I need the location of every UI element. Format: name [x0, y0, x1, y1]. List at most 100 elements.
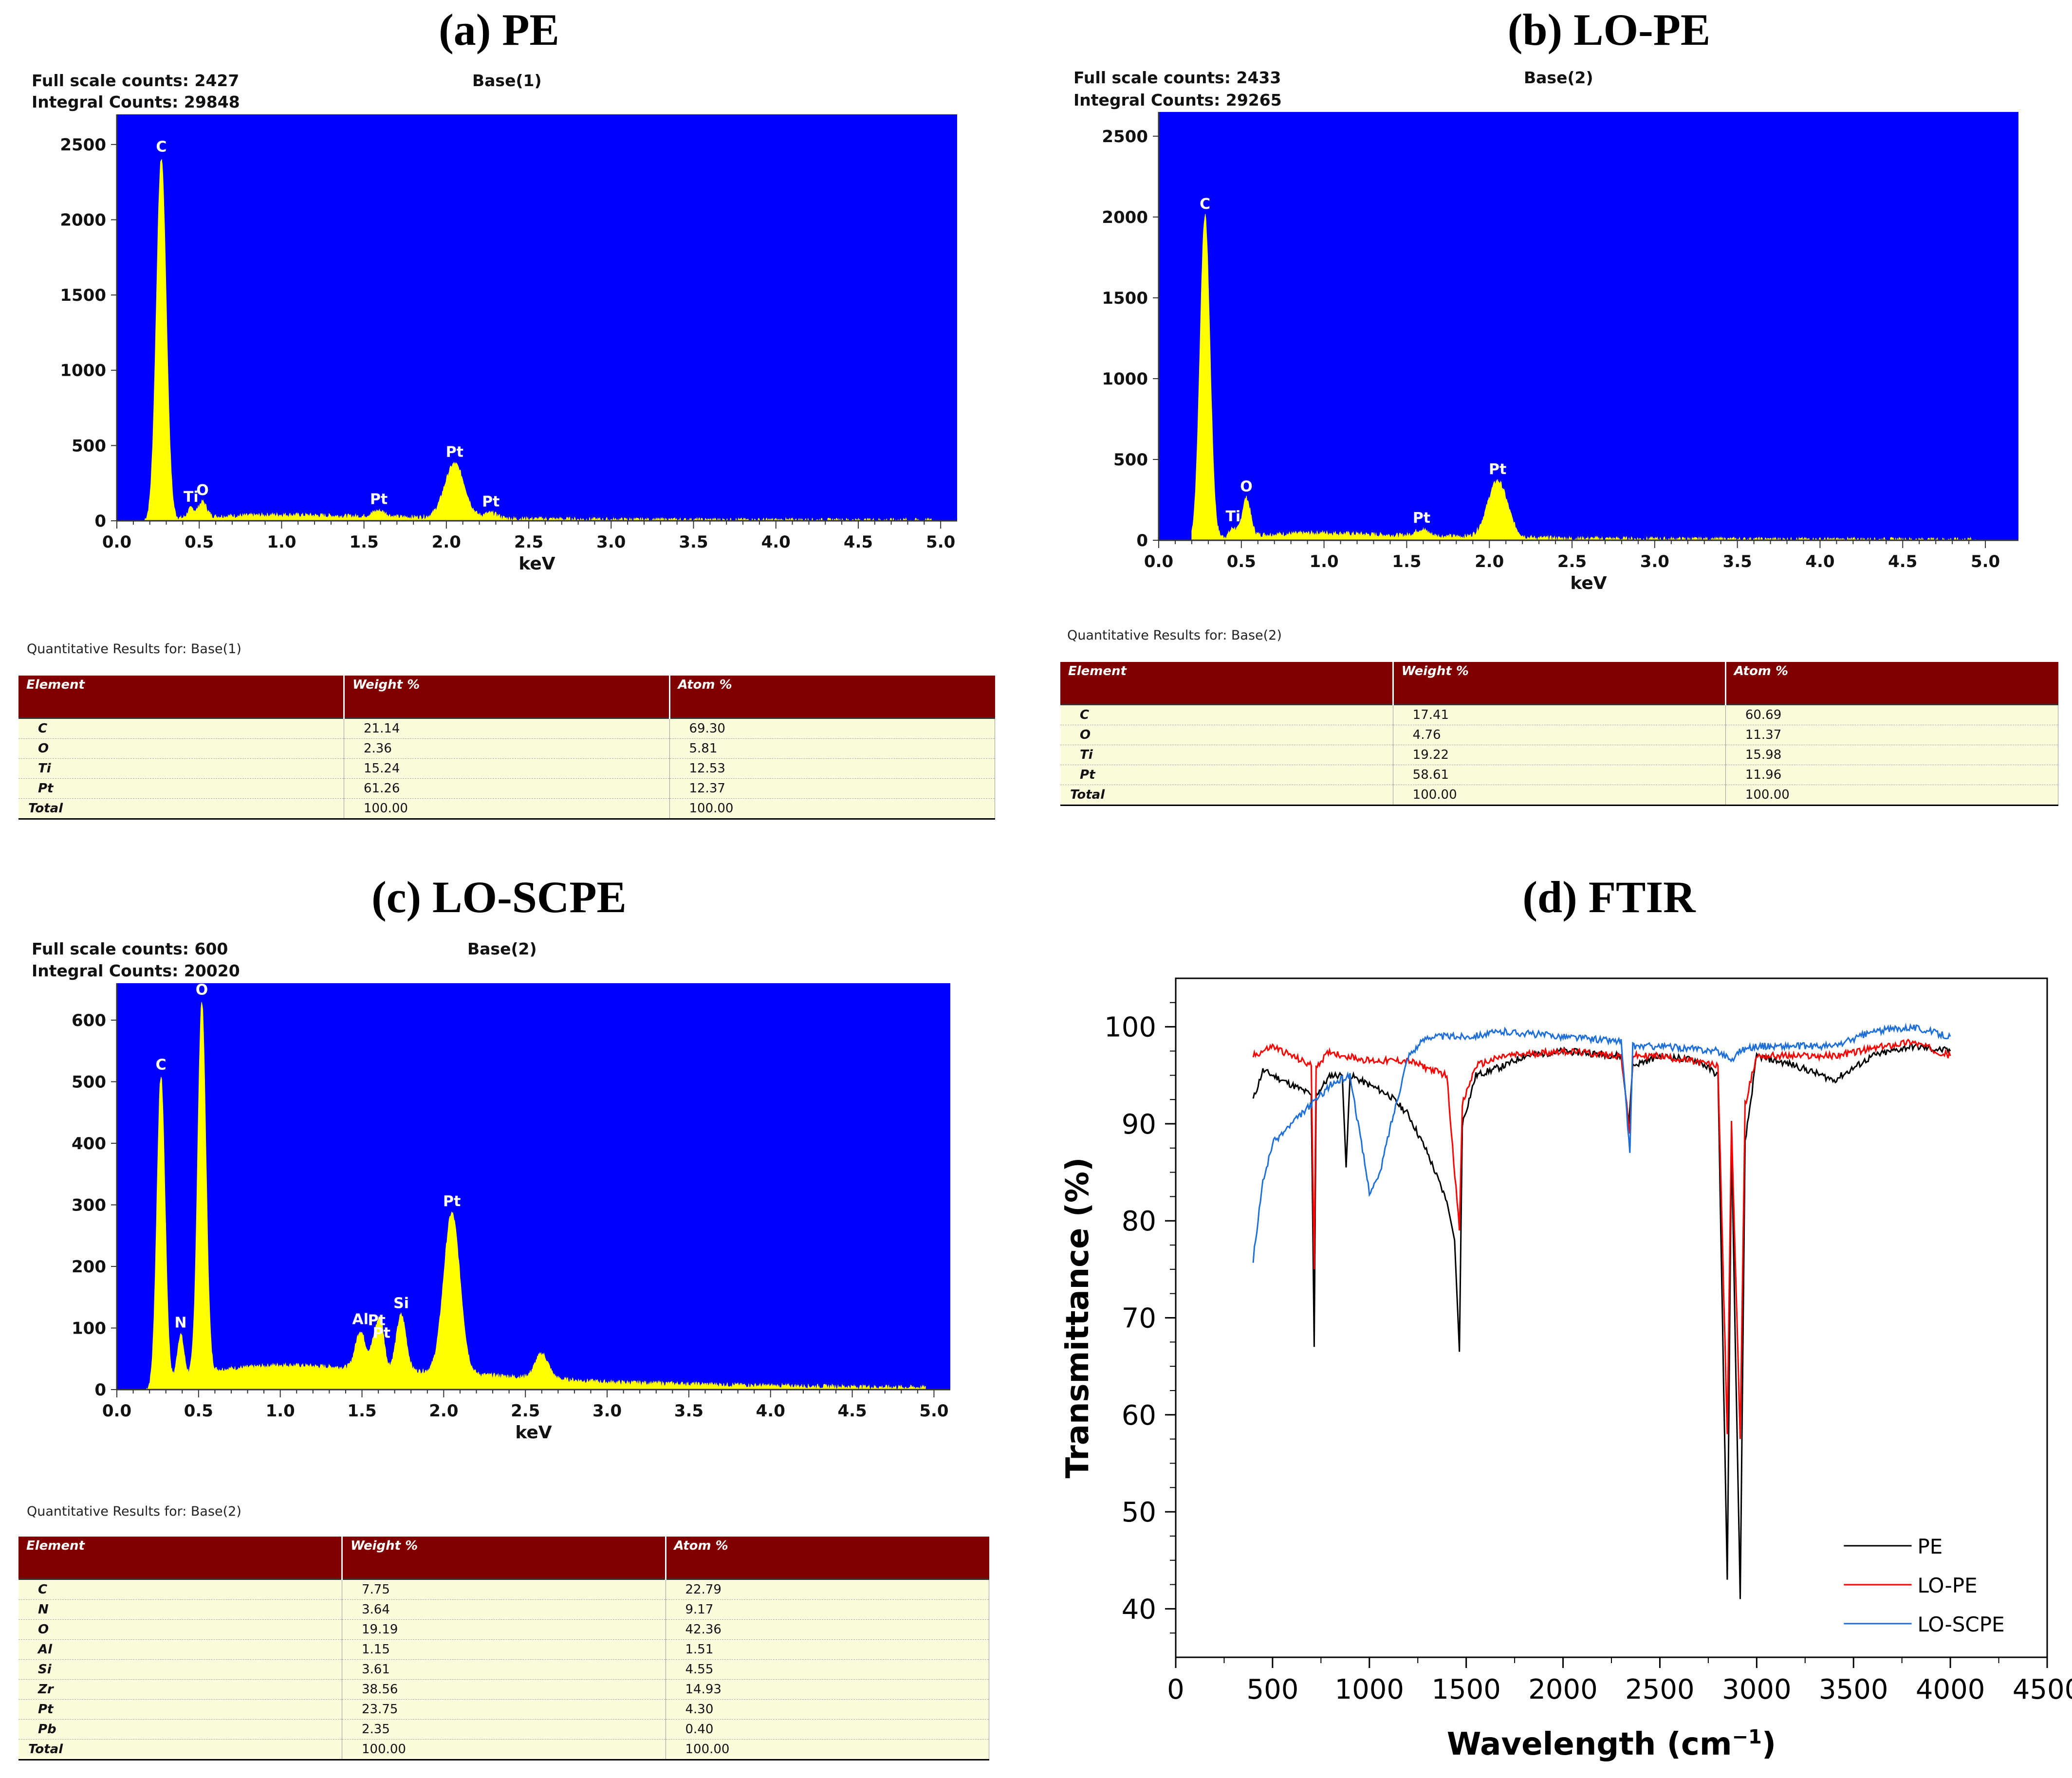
- element-cell: O: [18, 1619, 342, 1640]
- x-tick-label: 3.5: [674, 1401, 703, 1421]
- value-cell: 12.53: [669, 758, 995, 779]
- x-axis-label-sup: −1: [1732, 1726, 1762, 1748]
- panel-c-results-table: Element Weight % Atom % C 7.75 22.79 N 3.64 9.17…: [18, 1537, 989, 1760]
- x-axis-label: keV: [518, 554, 555, 574]
- y-tick-label: 70: [1122, 1303, 1156, 1335]
- table-header-cell: Element: [1060, 662, 1394, 705]
- table-row: Ti 19.22 15.98: [1060, 745, 2059, 765]
- x-tick-label: 2.5: [1557, 552, 1587, 571]
- table-row: Zr 38.56 14.93: [18, 1679, 989, 1700]
- value-cell: 100.00: [1393, 785, 1726, 806]
- table-row: Ti 15.24 12.53: [18, 758, 995, 779]
- table-row: Pt 58.61 11.96: [1060, 765, 2059, 785]
- element-cell: C: [18, 717, 344, 739]
- y-tick-label: 2000: [1102, 208, 1148, 227]
- value-cell: 3.64: [342, 1599, 666, 1620]
- y-tick-label: 400: [72, 1134, 106, 1154]
- plot-frame: [1175, 977, 2048, 1658]
- legend-label: LO-PE: [1917, 1574, 1977, 1597]
- x-tick-label: 0.0: [1144, 552, 1173, 571]
- value-cell: 4.55: [666, 1659, 989, 1680]
- value-cell: 61.26: [344, 778, 670, 799]
- value-cell: 4.30: [666, 1699, 989, 1720]
- table-row: N 3.64 9.17: [18, 1599, 989, 1620]
- table-row: Total 100.00 100.00: [1060, 785, 2059, 806]
- panel-c-full-scale: Full scale counts: 600: [32, 939, 228, 958]
- panel-b-base: Base(2): [1524, 68, 1593, 87]
- x-tick-label: 3.0: [592, 1401, 622, 1421]
- value-cell: 0.40: [666, 1719, 989, 1740]
- x-tick-label: 5.0: [919, 1401, 948, 1421]
- value-cell: 100.00: [342, 1739, 666, 1760]
- value-cell: 58.61: [1393, 765, 1726, 785]
- value-cell: 12.37: [669, 778, 995, 799]
- x-tick-label: 4.5: [844, 532, 873, 552]
- eds-spectrum-b: C TiO Pt Pt 0 500 1000 1500 2000 2500 0.0 0.5 1.0 1.5…: [1102, 112, 2018, 593]
- panel-a-full-scale: Full scale counts: 2427: [32, 71, 240, 90]
- x-tick-label: 3000: [1722, 1674, 1792, 1705]
- element-cell: C: [1060, 704, 1393, 725]
- y-tick-label: 100: [1104, 1012, 1156, 1044]
- peak-label: Pt: [368, 1312, 386, 1329]
- panel-a-integral: Integral Counts: 29848: [32, 92, 240, 111]
- x-tick-label: 3.0: [1640, 552, 1669, 571]
- series-line-pe: [1252, 1042, 1951, 1599]
- y-tick-label: 600: [72, 1011, 106, 1030]
- x-tick-label: 500: [1246, 1674, 1298, 1705]
- x-tick-label: 5.0: [926, 532, 955, 552]
- x-tick-label: 3.0: [596, 532, 626, 552]
- value-cell: 23.75: [342, 1699, 666, 1720]
- table-header-cell: Element: [18, 676, 345, 718]
- y-tick-label: 40: [1122, 1594, 1156, 1625]
- x-tick-label: 0: [1167, 1674, 1184, 1705]
- peak-label: C: [156, 138, 166, 155]
- element-cell: C: [18, 1578, 342, 1600]
- x-tick-label: 4.5: [1888, 552, 1917, 571]
- value-cell: 19.22: [1393, 745, 1726, 765]
- y-axis-label: Transmittance (%): [1060, 1157, 1096, 1479]
- element-cell: Al: [18, 1639, 342, 1660]
- x-tick-label: 3.5: [679, 532, 708, 552]
- panel-b-quant-title: Quantitative Results for: Base(2): [1067, 628, 1282, 643]
- eds-spectrum-a: C TiO Pt Pt Pt 0 500 1000 1500 2000 2500 0.0 0.5 1.0 1…: [60, 114, 957, 574]
- element-cell: N: [18, 1599, 342, 1620]
- spectrum-area: [146, 1002, 926, 1391]
- x-tick-label: 2000: [1528, 1674, 1598, 1705]
- panel-a-results-table: Element Weight % Atom % C 21.14 69.30 O 2.36 5.8…: [18, 676, 995, 820]
- x-tick-label: 2.0: [429, 1401, 458, 1421]
- element-cell: O: [1060, 725, 1393, 745]
- peak-label: Si: [393, 1295, 409, 1312]
- table-row: C 7.75 22.79: [18, 1578, 989, 1600]
- x-tick-label: 5.0: [1971, 552, 2000, 571]
- panel-b-full-scale: Full scale counts: 2433: [1073, 68, 1281, 87]
- y-tick-label: 100: [72, 1319, 106, 1338]
- x-tick-label: 0.5: [1227, 552, 1256, 571]
- panel-b-integral: Integral Counts: 29265: [1073, 91, 1282, 110]
- table-row: Si 3.61 4.55: [18, 1659, 989, 1680]
- value-cell: 11.37: [1725, 725, 2059, 745]
- y-tick-label: 50: [1122, 1497, 1156, 1528]
- panel-b-results-table: Element Weight % Atom % C 17.41 60.69 O 4.76 11.…: [1060, 662, 2059, 806]
- x-tick-label: 2.5: [514, 532, 543, 552]
- x-tick-label: 1.0: [266, 1401, 295, 1421]
- value-cell: 14.93: [666, 1679, 989, 1700]
- panel-a-title: (a) PE: [439, 5, 559, 55]
- x-tick-label: 4.0: [761, 532, 791, 552]
- x-axis-label: keV: [1570, 573, 1607, 593]
- x-tick-label: 4000: [1916, 1674, 1985, 1705]
- table-header-cell: Element: [18, 1537, 343, 1579]
- y-tick-label: 1000: [60, 361, 106, 381]
- element-cell: Ti: [18, 758, 344, 779]
- peak-label: O: [196, 482, 209, 499]
- value-cell: 21.14: [344, 717, 670, 739]
- table-row: Pt 61.26 12.37: [18, 778, 995, 799]
- series-line-lo-scpe: [1252, 1023, 1951, 1263]
- x-tick-label: 1.0: [1309, 552, 1338, 571]
- value-cell: 100.00: [344, 798, 670, 820]
- y-tick-label: 1500: [60, 286, 106, 305]
- y-tick-label: 200: [72, 1257, 106, 1277]
- element-cell: Pt: [18, 1699, 342, 1720]
- plot-background: [117, 114, 957, 521]
- x-tick-label: 4500: [2013, 1674, 2072, 1705]
- element-cell: Pb: [18, 1719, 342, 1740]
